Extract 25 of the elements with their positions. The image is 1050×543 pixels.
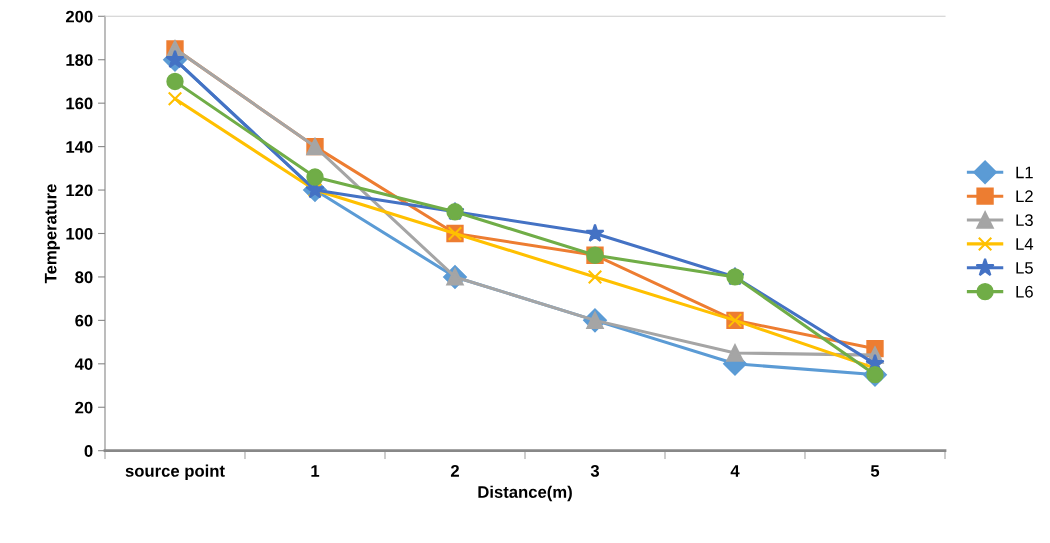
y-tick-label: 160 xyxy=(66,97,93,110)
x-tick-label: 5 xyxy=(870,465,880,477)
y-tick-label: 180 xyxy=(66,54,93,66)
x-axis-title: Distance(m) xyxy=(478,485,572,502)
y-tick-label: 200 xyxy=(65,10,93,23)
legend-label: L2 xyxy=(1016,190,1033,202)
x-tick-label: 2 xyxy=(450,465,459,477)
x-tick-label: 3 xyxy=(590,465,600,477)
y-axis-title: Temperature xyxy=(44,184,60,284)
x-tick-label: 4 xyxy=(730,465,740,477)
legend-label: L1 xyxy=(1016,166,1033,179)
legend-label: L5 xyxy=(1016,262,1033,274)
x-tick-label: 1 xyxy=(311,465,320,477)
y-tick-label: 60 xyxy=(75,314,93,327)
legend-label: L3 xyxy=(1016,214,1033,227)
y-tick-label: 140 xyxy=(66,141,93,153)
y-tick-label: 100 xyxy=(66,227,93,240)
legend-label: L4 xyxy=(1016,238,1034,250)
y-tick-label: 80 xyxy=(75,271,93,284)
legend-label: L6 xyxy=(1016,285,1033,298)
y-tick-label: 40 xyxy=(74,358,93,371)
y-tick-label: 20 xyxy=(75,401,93,414)
x-tick-label: source point xyxy=(125,464,225,481)
y-tick-label: 0 xyxy=(84,445,93,457)
y-tick-label: 120 xyxy=(66,184,93,197)
